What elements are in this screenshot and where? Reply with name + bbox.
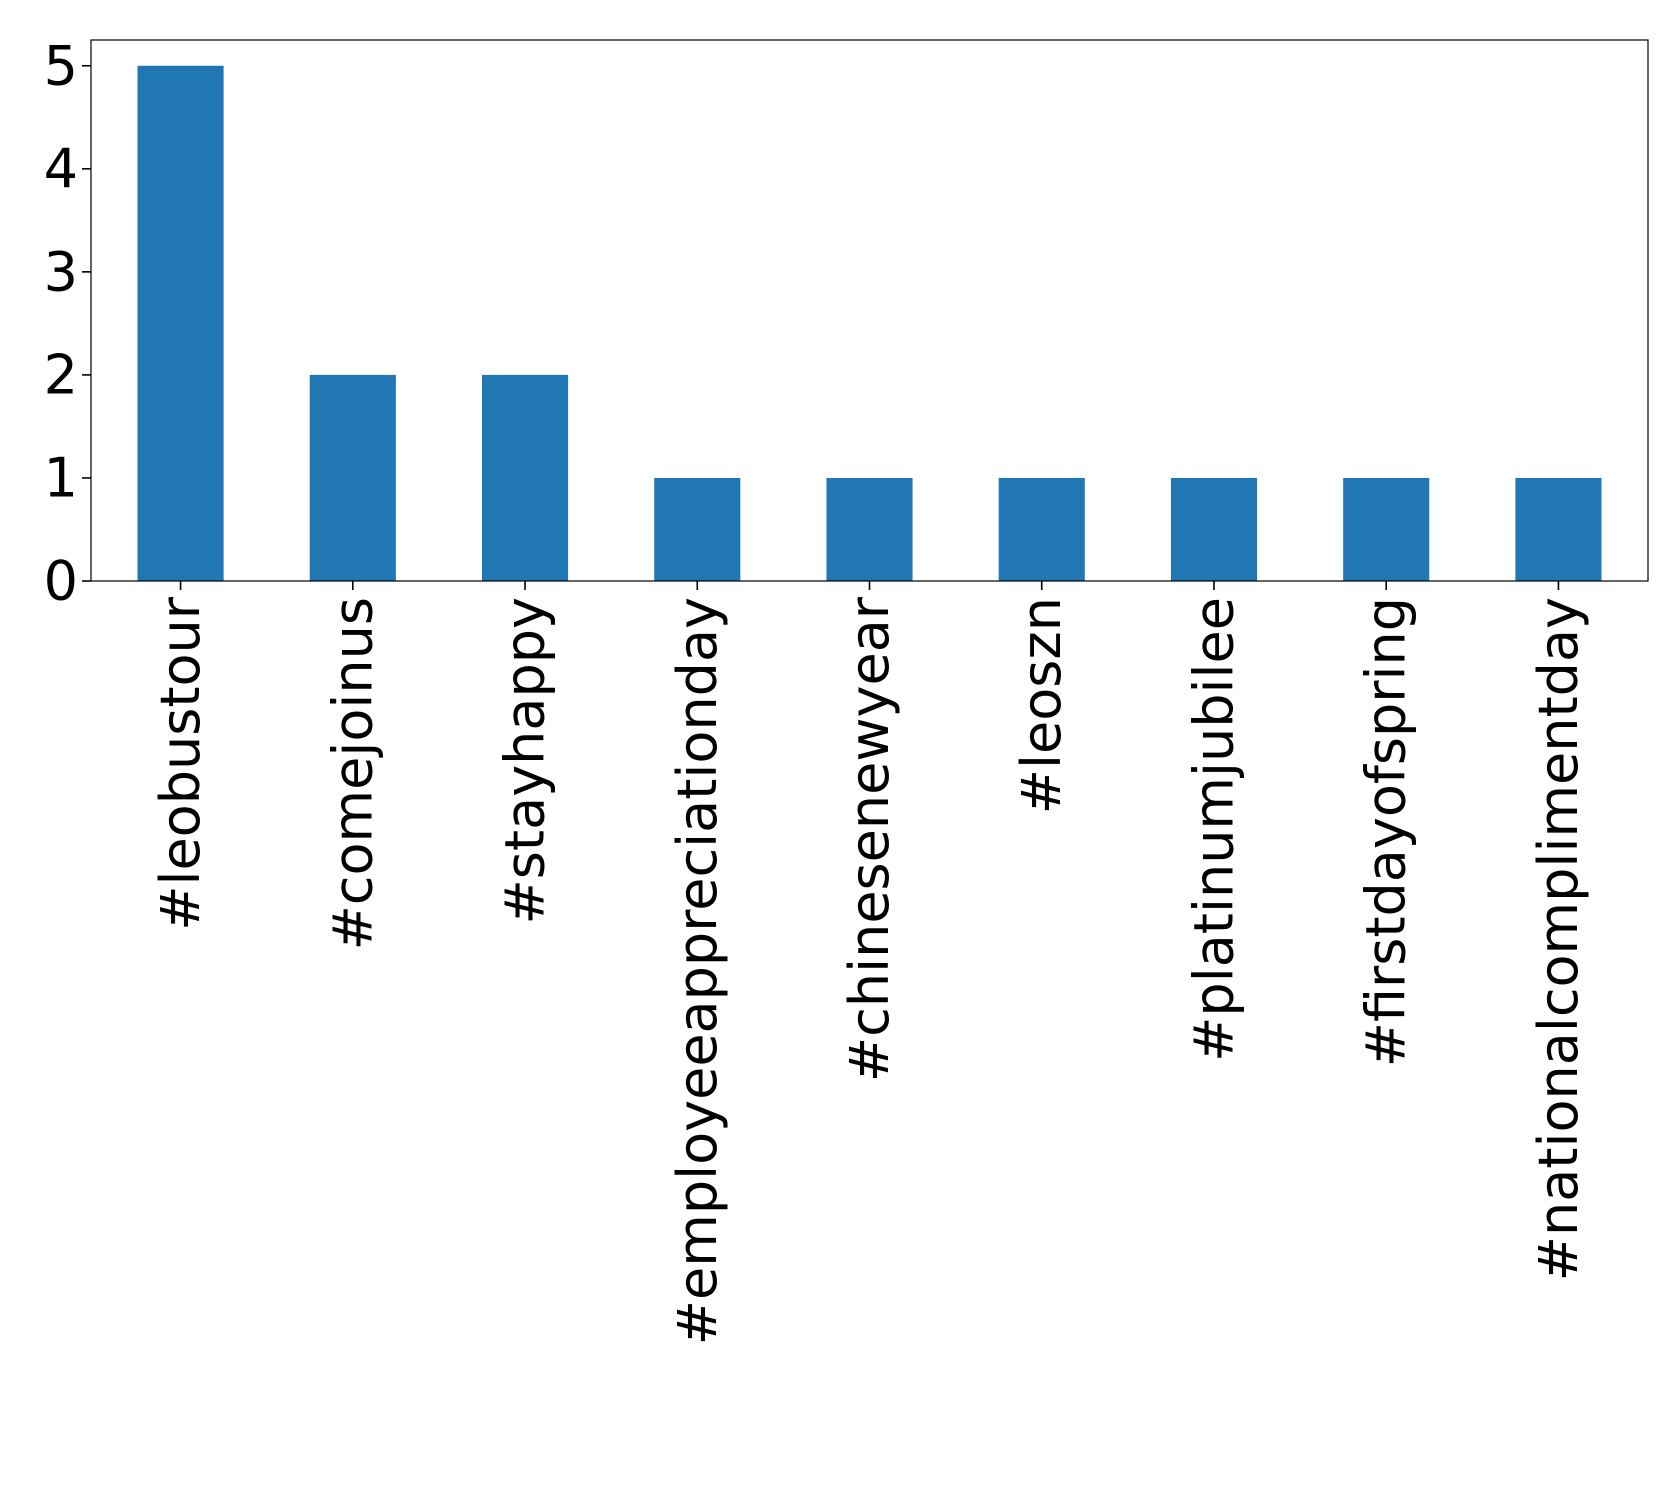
plot-frame (90, 39, 1649, 582)
y-axis-ticks: 0 1 2 3 4 5 (44, 34, 91, 613)
x-tick-label: #leobustour (149, 596, 212, 931)
y-tick-label: 5 (44, 34, 78, 97)
bar (998, 477, 1085, 581)
x-tick-label: #employeeappreciationday (666, 597, 729, 1345)
bar (481, 374, 569, 581)
y-tick-label: 2 (44, 343, 78, 406)
x-tick-label: #comejoinus (321, 597, 384, 950)
bar (1515, 477, 1602, 581)
bars-layer (137, 65, 1602, 581)
bar (1343, 477, 1430, 581)
x-tick-label: #leoszn (1010, 597, 1073, 814)
x-tick-label: #stayhappy (494, 597, 557, 924)
y-tick-label: 4 (44, 137, 78, 200)
x-tick-label: #chinesenewyear (838, 596, 901, 1082)
bar (309, 374, 396, 581)
bar (1170, 477, 1258, 581)
x-axis-ticks: #leobustour #comejoinus #stayhappy #employe… (149, 581, 1590, 1345)
y-tick-label: 1 (44, 446, 78, 509)
bar (654, 477, 741, 581)
x-tick-label: #firstdayofspring (1355, 597, 1418, 1067)
y-tick-label: 3 (44, 240, 78, 303)
y-tick-label: 0 (44, 550, 78, 613)
bar (826, 477, 913, 581)
x-tick-label: #platinumjubilee (1182, 597, 1245, 1062)
bar (137, 65, 224, 581)
x-tick-label: #nationalcomplimentday (1527, 597, 1590, 1281)
